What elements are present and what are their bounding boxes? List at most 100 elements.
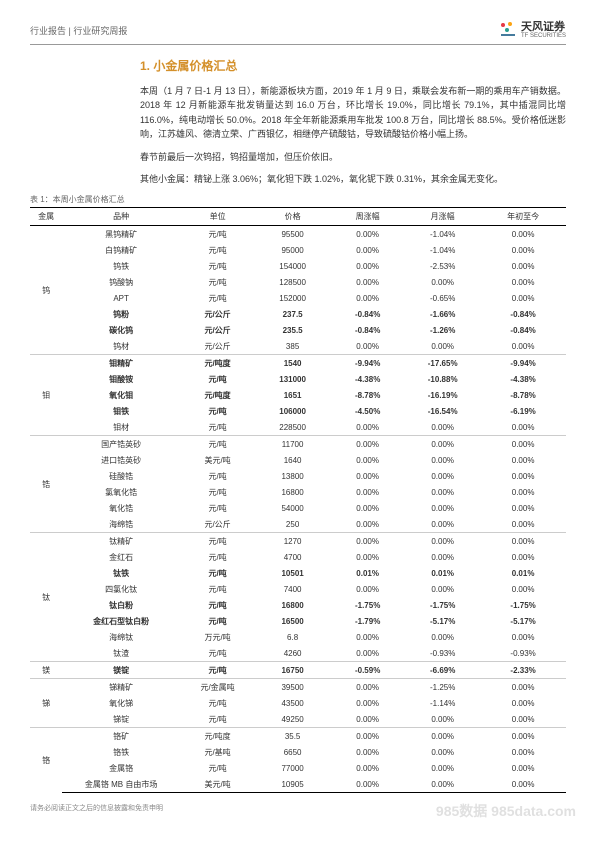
table-cell: -4.50% [330, 403, 405, 419]
table-cell: 0.00% [330, 549, 405, 565]
table-cell: 0.00% [480, 290, 566, 306]
table-cell: -0.84% [330, 322, 405, 338]
metal-group-cell: 钼 [30, 355, 62, 436]
table-row: 钛渣元/吨42600.00%-0.93%-0.93% [30, 645, 566, 662]
table-cell: 元/吨 [180, 711, 255, 728]
table-cell: 锑锭 [62, 711, 180, 728]
table-cell: -1.04% [405, 242, 480, 258]
table-cell: 钛白粉 [62, 597, 180, 613]
table-cell: -0.93% [405, 645, 480, 662]
table-row: 硅酸锆元/吨138000.00%0.00%0.00% [30, 468, 566, 484]
table-row: 锆国产锆英砂元/吨117000.00%0.00%0.00% [30, 436, 566, 453]
table-row: 金红石型钛白粉元/吨16500-1.79%-5.17%-5.17% [30, 613, 566, 629]
table-cell: 0.00% [480, 728, 566, 745]
table-cell: 钼酸铵 [62, 371, 180, 387]
table-cell: 77000 [255, 760, 330, 776]
table-cell: -0.93% [480, 645, 566, 662]
table-cell: 金红石型钛白粉 [62, 613, 180, 629]
metal-group-cell: 镁 [30, 662, 62, 679]
table-cell: 元/基吨 [180, 744, 255, 760]
table-cell: -1.14% [405, 695, 480, 711]
table-cell: -0.84% [480, 322, 566, 338]
logo-sub-text: TF SECURITIES [521, 33, 566, 39]
table-cell: 铬矿 [62, 728, 180, 745]
table-cell: 元/吨 [180, 695, 255, 711]
table-header-cell: 品种 [62, 208, 180, 226]
table-cell: 0.00% [480, 274, 566, 290]
table-cell: 钼精矿 [62, 355, 180, 372]
table-cell: 金红石 [62, 549, 180, 565]
table-row: 氧化锑元/吨435000.00%-1.14%0.00% [30, 695, 566, 711]
table-cell: 0.00% [405, 500, 480, 516]
table-cell: 385 [255, 338, 330, 355]
table-cell: 0.00% [480, 338, 566, 355]
table-cell: 228500 [255, 419, 330, 436]
table-cell: -8.78% [480, 387, 566, 403]
table-cell: 0.00% [330, 629, 405, 645]
table-cell: 0.00% [330, 484, 405, 500]
watermark: 985数据 985data.com [436, 801, 576, 821]
table-cell: 0.00% [480, 258, 566, 274]
table-cell: 0.00% [330, 760, 405, 776]
table-cell: 0.00% [480, 533, 566, 550]
table-cell: 碳化钨 [62, 322, 180, 338]
table-row: 钨黑钨精矿元/吨955000.00%-1.04%0.00% [30, 226, 566, 243]
table-cell: 0.00% [330, 226, 405, 243]
table-row: 锑锭元/吨492500.00%0.00%0.00% [30, 711, 566, 728]
table-cell: 49250 [255, 711, 330, 728]
table-cell: 0.00% [480, 549, 566, 565]
table-cell: -0.59% [330, 662, 405, 679]
table-cell: 1640 [255, 452, 330, 468]
table-cell: 元/吨 [180, 403, 255, 419]
table-cell: 元/公斤 [180, 516, 255, 533]
table-cell: 元/吨 [180, 226, 255, 243]
table-cell: 元/吨 [180, 274, 255, 290]
table-cell: 元/吨 [180, 662, 255, 679]
table-cell: -1.75% [330, 597, 405, 613]
table-cell: 元/吨 [180, 645, 255, 662]
table-cell: -0.65% [405, 290, 480, 306]
table-row: 钛白粉元/吨16800-1.75%-1.75%-1.75% [30, 597, 566, 613]
table-cell: 6650 [255, 744, 330, 760]
table-cell: 0.00% [330, 242, 405, 258]
table-cell: 四氯化钛 [62, 581, 180, 597]
table-cell: 0.00% [480, 776, 566, 793]
table-cell: 10501 [255, 565, 330, 581]
table-cell: 152000 [255, 290, 330, 306]
table-row: 氯氧化锆元/吨168000.00%0.00%0.00% [30, 484, 566, 500]
table-cell: 1270 [255, 533, 330, 550]
header-left-text: 行业报告 | 行业研究周报 [30, 24, 127, 37]
company-logo: 天风证券 TF SECURITIES [498, 20, 566, 40]
table-cell: 氧化锆 [62, 500, 180, 516]
table-cell: 0.00% [405, 629, 480, 645]
table-cell: 0.01% [330, 565, 405, 581]
table-header-cell: 金属 [30, 208, 62, 226]
table-cell: 128500 [255, 274, 330, 290]
table-cell: 钨材 [62, 338, 180, 355]
table-cell: 元/吨 [180, 468, 255, 484]
table-cell: 元/吨 [180, 484, 255, 500]
table-cell: 0.00% [480, 695, 566, 711]
table-cell: 0.00% [405, 274, 480, 290]
table-cell: 95000 [255, 242, 330, 258]
table-cell: 0.00% [330, 516, 405, 533]
logo-icon [498, 20, 518, 40]
table-cell: 国产锆英砂 [62, 436, 180, 453]
table-cell: 0.00% [330, 728, 405, 745]
table-cell: 0.00% [330, 776, 405, 793]
table-cell: 元/吨 [180, 371, 255, 387]
table-cell: 0.00% [405, 711, 480, 728]
table-cell: 美元/吨 [180, 452, 255, 468]
table-cell: 元/吨 [180, 242, 255, 258]
table-cell: 4260 [255, 645, 330, 662]
table-cell: 0.00% [330, 500, 405, 516]
table-cell: 钛精矿 [62, 533, 180, 550]
table-cell: 钛渣 [62, 645, 180, 662]
table-cell: 0.00% [330, 452, 405, 468]
table-row: 钛钛精矿元/吨12700.00%0.00%0.00% [30, 533, 566, 550]
table-cell: 0.01% [405, 565, 480, 581]
table-cell: -16.54% [405, 403, 480, 419]
table-cell: 0.00% [480, 452, 566, 468]
table-row: 铬铬矿元/吨度35.50.00%0.00%0.00% [30, 728, 566, 745]
table-row: 钨铁元/吨1540000.00%-2.53%0.00% [30, 258, 566, 274]
